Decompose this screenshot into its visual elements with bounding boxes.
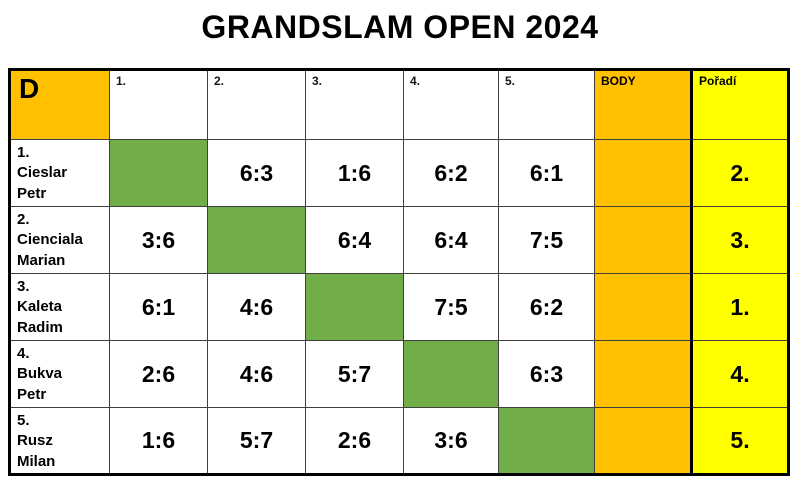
- rank-header: Pořadí: [690, 69, 789, 140]
- player-surname: Kaleta: [17, 298, 63, 316]
- round-header-2: 2.: [207, 69, 306, 140]
- rank-cell: 3.: [690, 206, 789, 274]
- player-surname: Cieslar: [17, 164, 68, 182]
- points-cell: [594, 139, 692, 207]
- player-surname: Cienciala: [17, 231, 83, 249]
- diagonal-cell: [207, 206, 306, 274]
- player-cell: 2. Cienciala Marian: [9, 206, 110, 274]
- player-number: 1.: [17, 144, 30, 161]
- rank-cell: 1.: [690, 273, 789, 341]
- score-cell: 6:4: [305, 206, 404, 274]
- points-cell: [594, 340, 692, 408]
- table-row: 1. Cieslar Petr 6:3 1:6 6:2 6:1 2.: [9, 139, 789, 207]
- player-firstname: Petr: [17, 385, 47, 403]
- score-cell: 6:3: [498, 340, 595, 408]
- player-firstname: Petr: [17, 184, 47, 202]
- score-cell: 6:1: [109, 273, 208, 341]
- corner-cell: D: [9, 69, 110, 140]
- round-header-1: 1.: [109, 69, 208, 140]
- table-row: 5. Rusz Milan 1:6 5:7 2:6 3:6 5.: [9, 407, 789, 475]
- header-row: D 1. 2. 3. 4. 5. BODY Pořadí: [9, 69, 789, 140]
- score-cell: 1:6: [305, 139, 404, 207]
- score-cell: 2:6: [305, 407, 404, 475]
- table-row: 4. Bukva Petr 2:6 4:6 5:7 6:3 4.: [9, 340, 789, 408]
- score-cell: 5:7: [207, 407, 306, 475]
- round-header-4: 4.: [403, 69, 499, 140]
- score-cell: 4:6: [207, 340, 306, 408]
- score-cell: 6:2: [498, 273, 595, 341]
- player-firstname: Radim: [17, 318, 63, 336]
- diagonal-cell: [403, 340, 499, 408]
- diagonal-cell: [305, 273, 404, 341]
- score-cell: 3:6: [403, 407, 499, 475]
- score-cell: 6:1: [498, 139, 595, 207]
- score-cell: 1:6: [109, 407, 208, 475]
- score-cell: 5:7: [305, 340, 404, 408]
- player-surname: Rusz: [17, 432, 53, 450]
- rank-cell: 5.: [690, 407, 789, 475]
- score-cell: 7:5: [498, 206, 595, 274]
- page-title: GRANDSLAM OPEN 2024: [201, 9, 599, 45]
- player-cell: 4. Bukva Petr: [9, 340, 110, 408]
- round-header-3: 3.: [305, 69, 404, 140]
- round-header-5: 5.: [498, 69, 595, 140]
- rank-cell: 4.: [690, 340, 789, 408]
- score-cell: 3:6: [109, 206, 208, 274]
- score-cell: 6:3: [207, 139, 306, 207]
- diagonal-cell: [109, 139, 208, 207]
- points-cell: [594, 206, 692, 274]
- player-firstname: Milan: [17, 452, 56, 470]
- player-firstname: Marian: [17, 251, 66, 269]
- player-cell: 3. Kaleta Radim: [9, 273, 110, 341]
- rank-cell: 2.: [690, 139, 789, 207]
- score-cell: 2:6: [109, 340, 208, 408]
- points-cell: [594, 273, 692, 341]
- results-table: D 1. 2. 3. 4. 5. BODY Pořadí 1. Cieslar …: [8, 68, 790, 476]
- player-number: 4.: [17, 345, 30, 362]
- player-number: 5.: [17, 412, 30, 429]
- table-row: 3. Kaleta Radim 6:1 4:6 7:5 6:2 1.: [9, 273, 789, 341]
- score-cell: 6:4: [403, 206, 499, 274]
- player-cell: 5. Rusz Milan: [9, 407, 110, 475]
- player-number: 2.: [17, 211, 30, 228]
- player-cell: 1. Cieslar Petr: [9, 139, 110, 207]
- player-number: 3.: [17, 278, 30, 295]
- score-cell: 6:2: [403, 139, 499, 207]
- points-header: BODY: [594, 69, 692, 140]
- table-row: 2. Cienciala Marian 3:6 6:4 6:4 7:5 3.: [9, 206, 789, 274]
- player-surname: Bukva: [17, 365, 63, 383]
- score-cell: 4:6: [207, 273, 306, 341]
- score-cell: 7:5: [403, 273, 499, 341]
- diagonal-cell: [498, 407, 595, 475]
- points-cell: [594, 407, 692, 475]
